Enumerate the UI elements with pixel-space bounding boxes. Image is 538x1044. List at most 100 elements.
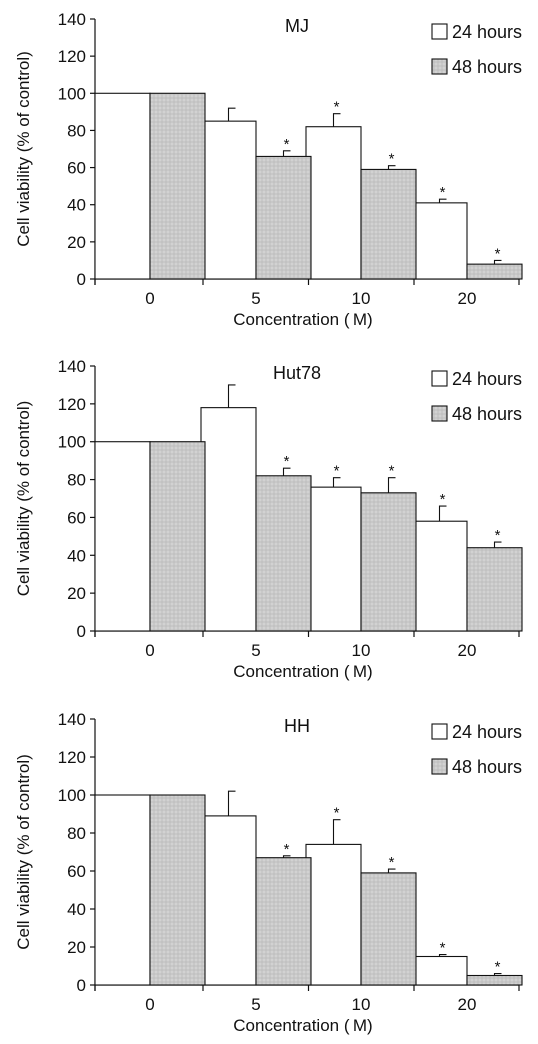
y-tick-label: 60 <box>67 159 86 178</box>
y-tick-label: 40 <box>67 900 86 919</box>
bar-48h <box>360 872 417 986</box>
significance-marker: * <box>495 959 501 976</box>
bar-48h <box>466 547 523 632</box>
x-tick-label: 5 <box>251 289 260 308</box>
y-tick-label: 40 <box>67 546 86 565</box>
error-bar <box>438 954 447 957</box>
significance-marker: * <box>495 245 501 262</box>
y-axis-label: Cell viability (% of control) <box>14 51 33 247</box>
bar-24h <box>305 486 362 632</box>
legend-label: 24 hours <box>452 722 522 742</box>
x-tick-label: 0 <box>145 995 154 1014</box>
y-tick-label: 60 <box>67 508 86 527</box>
bar-24h <box>94 92 151 280</box>
error-bar <box>332 819 341 845</box>
y-tick-label: 80 <box>67 471 86 490</box>
chart-title: HH <box>284 716 310 736</box>
error-bar <box>493 973 502 976</box>
chart-title: Hut78 <box>273 363 321 383</box>
x-tick-label: 20 <box>458 641 477 660</box>
y-tick-label: 100 <box>58 433 86 452</box>
error-bar <box>227 790 236 816</box>
y-axis-label: Cell viability (% of control) <box>14 401 33 597</box>
bar-24h <box>411 520 468 632</box>
significance-marker: * <box>334 805 340 822</box>
error-bar <box>227 107 236 122</box>
y-tick-label: 140 <box>58 357 86 376</box>
significance-marker: * <box>334 463 340 480</box>
error-bar <box>282 855 291 858</box>
y-tick-label: 0 <box>77 622 86 641</box>
bar-48h <box>149 441 206 632</box>
chart-title: MJ <box>285 16 309 36</box>
y-tick-label: 100 <box>58 786 86 805</box>
error-bar <box>387 165 396 170</box>
chart-panel-0: 0 20 40 60 80 100 120 140 0 5 10 20 * * * * * MJ 24 hours 4… <box>14 10 523 329</box>
y-tick-label: 20 <box>67 584 86 603</box>
bar-24h <box>94 441 151 632</box>
error-bar <box>438 198 447 203</box>
y-tick-label: 140 <box>58 10 86 29</box>
x-axis-label: Concentration ( M) <box>233 1016 372 1035</box>
bar-24h <box>305 126 362 280</box>
bar-24h <box>411 202 468 280</box>
error-bar <box>332 477 341 488</box>
bar-24h <box>305 843 362 986</box>
chart-panel-2: 0 20 40 60 80 100 120 140 0 5 10 20 * * * * * HH 24 hours 4… <box>14 710 523 1035</box>
error-bar <box>227 384 236 408</box>
x-tick-label: 0 <box>145 641 154 660</box>
y-tick-label: 120 <box>58 748 86 767</box>
y-tick-label: 20 <box>67 938 86 957</box>
y-tick-label: 40 <box>67 196 86 215</box>
bar-24h <box>200 120 257 280</box>
bar-24h <box>200 407 257 632</box>
x-axis-label: Concentration ( M) <box>233 310 372 329</box>
x-tick-label: 20 <box>458 995 477 1014</box>
error-bar <box>282 467 291 476</box>
error-bar <box>438 505 447 522</box>
y-axis-label: Cell viability (% of control) <box>14 754 33 950</box>
y-tick-label: 80 <box>67 121 86 140</box>
bar-24h <box>200 815 257 986</box>
legend-swatch-48h <box>431 58 448 75</box>
x-tick-label: 20 <box>458 289 477 308</box>
legend-swatch-24h <box>431 23 448 40</box>
bar-48h <box>360 168 417 280</box>
bar-48h <box>466 263 523 280</box>
significance-marker: * <box>389 151 395 168</box>
x-tick-label: 10 <box>352 641 371 660</box>
significance-marker: * <box>284 136 290 153</box>
y-tick-label: 0 <box>77 976 86 995</box>
legend-label: 48 hours <box>452 757 522 777</box>
legend-swatch-48h <box>431 758 448 775</box>
legend-swatch-24h <box>431 370 448 387</box>
legend-label: 48 hours <box>452 57 522 77</box>
bar-24h <box>94 794 151 986</box>
error-bar <box>282 150 291 157</box>
error-bar <box>387 868 396 873</box>
legend-swatch-48h <box>431 405 448 422</box>
chart-panel-1: 0 20 40 60 80 100 120 140 0 5 10 20 * * * * * Hut78 24 hou… <box>14 357 523 681</box>
bar-48h <box>255 857 312 986</box>
y-tick-label: 20 <box>67 233 86 252</box>
error-bar <box>332 113 341 127</box>
bar-48h <box>149 92 206 280</box>
significance-marker: * <box>440 184 446 201</box>
significance-marker: * <box>440 940 446 957</box>
y-tick-label: 0 <box>77 270 86 289</box>
significance-marker: * <box>389 463 395 480</box>
y-tick-label: 60 <box>67 862 86 881</box>
legend-swatch-24h <box>431 723 448 740</box>
significance-marker: * <box>495 527 501 544</box>
x-axis-label: Concentration ( M) <box>233 662 372 681</box>
significance-marker: * <box>440 491 446 508</box>
x-tick-label: 5 <box>251 641 260 660</box>
x-tick-label: 10 <box>352 289 371 308</box>
bar-48h <box>149 794 206 986</box>
y-tick-label: 100 <box>58 84 86 103</box>
y-tick-label: 120 <box>58 47 86 66</box>
y-tick-label: 80 <box>67 824 86 843</box>
error-bar <box>493 541 502 548</box>
